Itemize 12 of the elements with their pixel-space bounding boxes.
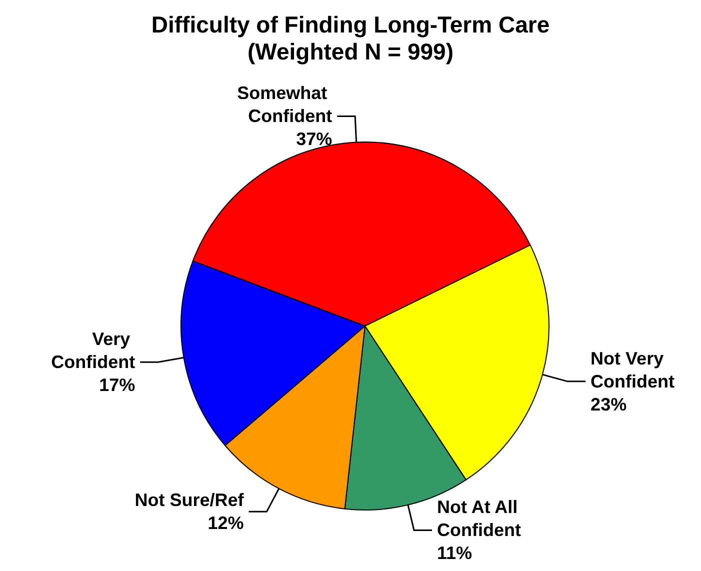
data-label: 23% <box>590 394 627 414</box>
slice-label: Very Confident <box>51 329 136 372</box>
slice-label: Not Very Confident <box>590 348 675 392</box>
data-label: 37% <box>296 129 332 150</box>
slice-label: Somewhat Confident <box>237 83 332 126</box>
data-label: 17% <box>99 375 136 396</box>
data-label: 12% <box>208 513 244 534</box>
chart-title: Difficulty of Finding Long-Term Care <box>151 12 550 38</box>
chart-subtitle: (Weighted N = 999) <box>248 38 454 64</box>
slice-label: Not Sure/Ref <box>134 490 245 510</box>
data-label: 11% <box>437 543 472 564</box>
slice-label: Not At All Confident <box>437 497 523 540</box>
